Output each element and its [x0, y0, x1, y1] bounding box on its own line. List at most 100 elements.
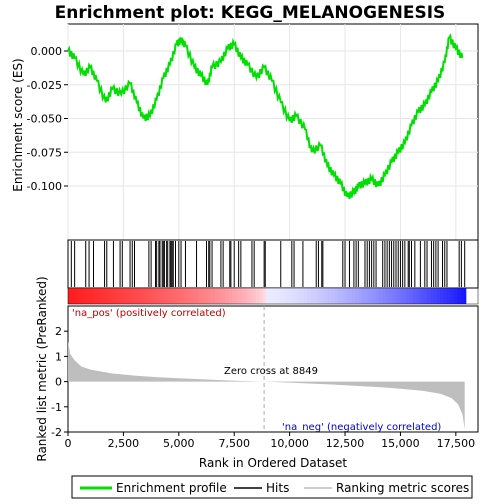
enrichment-profile-line — [68, 36, 463, 199]
zero-cross-label: Zero cross at 8849 — [224, 366, 318, 377]
color-bar-segment — [225, 288, 229, 304]
color-bar-segment — [280, 288, 284, 304]
es-grid — [68, 24, 478, 240]
color-bar-segment — [143, 288, 147, 304]
legend-label-hits: Hits — [266, 481, 289, 495]
metric-y-tick-label: 2 — [55, 325, 62, 338]
es-y-ticks: 0.000 -0.025 -0.050 -0.075 -0.100 — [27, 45, 68, 193]
color-bar-segment — [304, 288, 308, 304]
color-bar-segment — [307, 288, 311, 304]
x-ticks: 0 2,500 5,000 7,500 10,000 12,500 15,000 17,500 — [65, 432, 476, 450]
metric-y-ticks: 2 1 0 -1 -2 — [51, 325, 68, 439]
chart-title: Enrichment plot: KEGG_MELANOGENESIS — [55, 3, 446, 23]
color-bar-segment — [222, 288, 226, 304]
color-bar-segment — [382, 288, 386, 304]
ranking-metric-area — [68, 341, 465, 429]
color-bar-segment — [253, 288, 257, 304]
es-y-axis-label: Enrichment score (ES) — [11, 58, 25, 191]
metric-y-tick-label: 1 — [55, 350, 62, 363]
color-bar-segment — [208, 288, 212, 304]
x-tick-label: 10,000 — [270, 437, 309, 450]
color-bar-segment — [102, 288, 106, 304]
color-bar-segment — [68, 288, 72, 304]
color-bar-segment — [164, 288, 168, 304]
color-bar-segment — [167, 288, 171, 304]
metric-y-tick-label: -1 — [51, 401, 62, 414]
color-bar-segment — [106, 288, 110, 304]
color-bar-segment — [345, 288, 349, 304]
color-bar-segment — [78, 288, 82, 304]
color-bar-segment — [444, 288, 448, 304]
metric-y-tick-label: -2 — [51, 426, 62, 439]
color-bar-segment — [153, 288, 157, 304]
color-bar-segment — [126, 288, 130, 304]
color-bar-segment — [437, 288, 441, 304]
color-bar-segment — [403, 288, 407, 304]
x-tick-label: 12,500 — [326, 437, 365, 450]
color-bar-segment — [184, 288, 188, 304]
x-tick-label: 5,000 — [163, 437, 195, 450]
color-bar-segment — [249, 288, 253, 304]
color-bar-segment — [393, 288, 397, 304]
color-bar-segment — [314, 288, 318, 304]
color-bar-segment — [177, 288, 181, 304]
legend-label-metric: Ranking metric scores — [336, 481, 469, 495]
color-bar-segment — [331, 288, 335, 304]
color-bar-segment — [352, 288, 356, 304]
color-bar-segment — [171, 288, 175, 304]
color-bar-segment — [112, 288, 116, 304]
color-bar-segment — [283, 288, 287, 304]
color-bar-segment — [246, 288, 250, 304]
color-bar-segment — [294, 288, 298, 304]
metric-y-axis-label: Ranked list metric (PreRanked) — [35, 276, 49, 461]
color-bar-segment — [174, 288, 178, 304]
color-bar-segment — [160, 288, 164, 304]
color-bar-segment — [133, 288, 137, 304]
color-bar-segment — [157, 288, 161, 304]
metric-y-tick-label: 0 — [55, 376, 62, 389]
color-bar-segment — [147, 288, 151, 304]
color-bar-segment — [75, 288, 79, 304]
color-bar-segment — [430, 288, 434, 304]
color-bar-segment — [150, 288, 154, 304]
color-bar-segment — [399, 288, 403, 304]
color-bar-segment — [235, 288, 239, 304]
color-bar-segment — [413, 288, 417, 304]
color-bar-segment — [239, 288, 243, 304]
color-bar-segment — [229, 288, 233, 304]
color-bar-segment — [85, 288, 89, 304]
color-bar-segment — [256, 288, 260, 304]
color-bar-segment — [348, 288, 352, 304]
color-bar-segment — [369, 288, 373, 304]
color-bar-segment — [123, 288, 127, 304]
color-bar-segment — [205, 288, 209, 304]
color-bar-segment — [89, 288, 93, 304]
color-bar-segment — [99, 288, 103, 304]
color-bar-segment — [417, 288, 421, 304]
color-bar-segment — [410, 288, 414, 304]
color-bar-segment — [396, 288, 400, 304]
x-tick-label: 0 — [65, 437, 72, 450]
color-bar-segment — [276, 288, 280, 304]
color-bar-segment — [270, 288, 274, 304]
color-bar-segment — [376, 288, 380, 304]
color-bar-segment — [194, 288, 198, 304]
color-bar-segment — [218, 288, 222, 304]
color-bar-segment — [232, 288, 236, 304]
enrichment-profile-group — [68, 36, 463, 199]
color-bar-segment — [109, 288, 113, 304]
hits-panel-frame — [68, 240, 478, 288]
es-y-tick-label: 0.000 — [31, 45, 63, 58]
color-bar-segment — [300, 288, 304, 304]
color-bar-segment — [454, 288, 458, 304]
color-bar-segment — [406, 288, 410, 304]
color-bar-segment — [198, 288, 202, 304]
color-bar-segment — [324, 288, 328, 304]
x-tick-label: 15,000 — [381, 437, 420, 450]
es-panel-frame — [68, 24, 478, 240]
color-bar-segment — [71, 288, 75, 304]
ranking-metric-group — [68, 341, 465, 429]
color-bar-segment — [116, 288, 120, 304]
